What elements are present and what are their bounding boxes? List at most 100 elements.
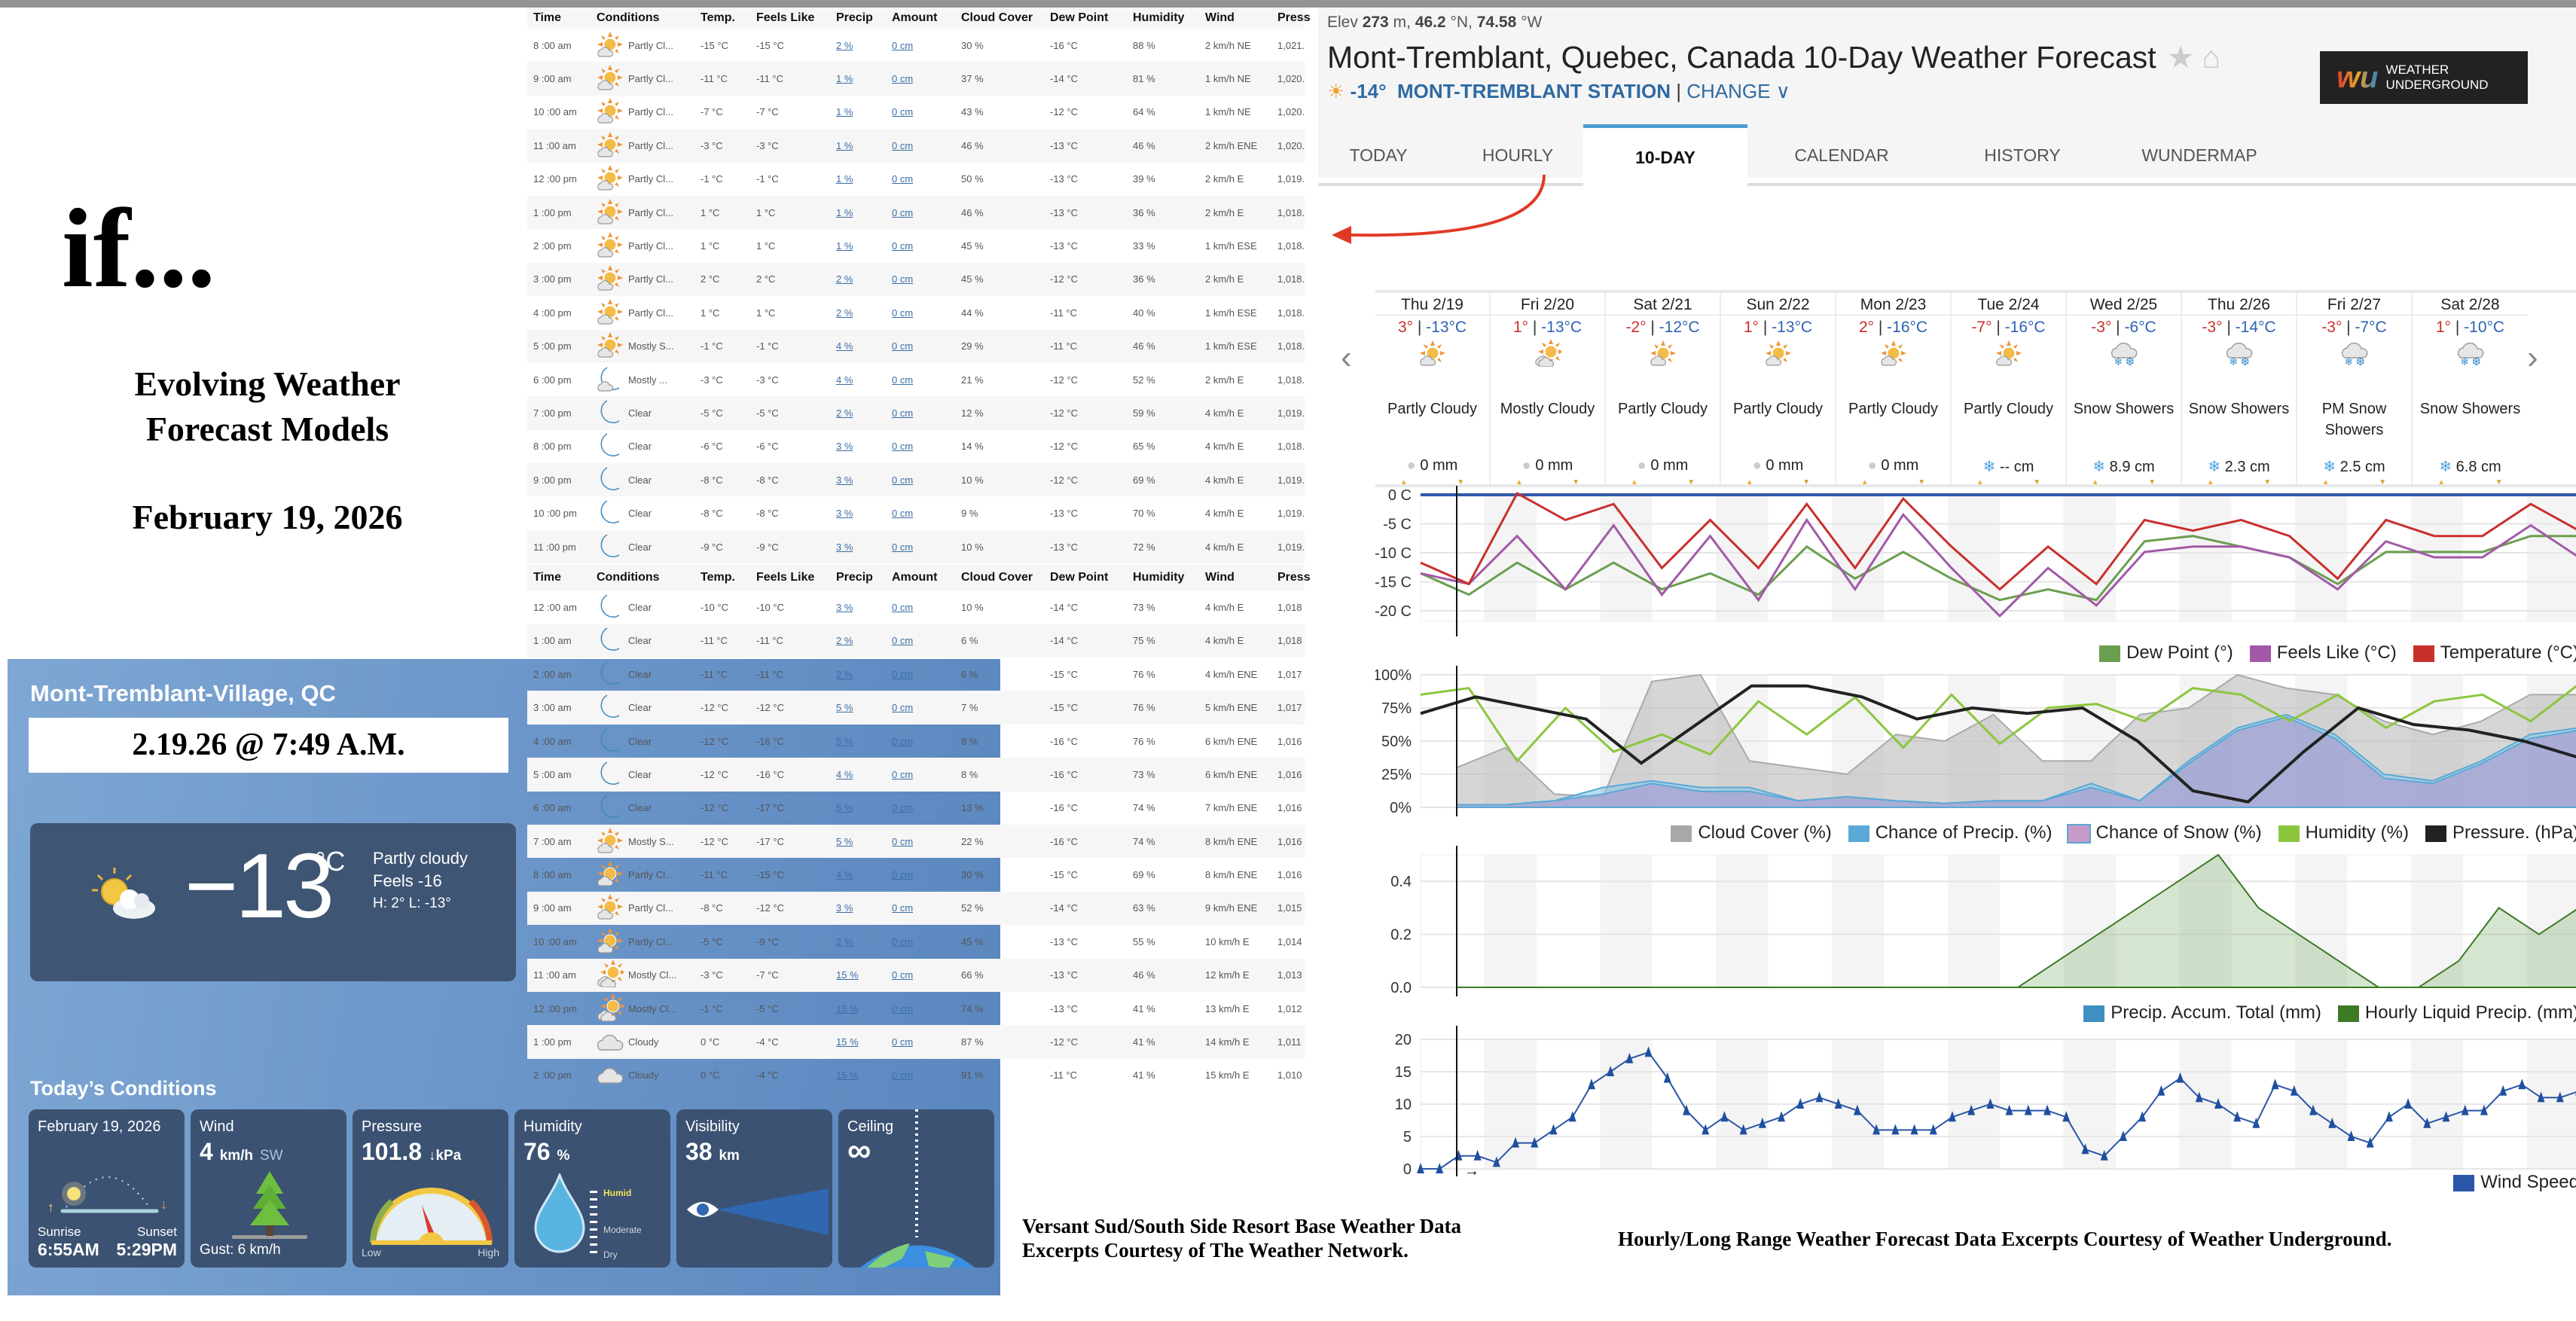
- column-header[interactable]: Cloud Cover: [955, 565, 1044, 591]
- tab-hourly[interactable]: HOURLY: [1482, 145, 1554, 165]
- amount-link[interactable]: 0 cm: [892, 374, 914, 386]
- amount-link[interactable]: 0 cm: [892, 969, 914, 981]
- precip-link[interactable]: 5 %: [836, 735, 853, 747]
- precip-link[interactable]: 3 %: [836, 508, 853, 520]
- amount-link[interactable]: 0 cm: [892, 139, 914, 151]
- amount-link[interactable]: 0 cm: [892, 340, 914, 352]
- column-header[interactable]: Temp.: [694, 8, 750, 29]
- precip-link[interactable]: 4 %: [836, 340, 853, 352]
- legend-dew-point[interactable]: Dew Point (°): [2099, 642, 2233, 664]
- amount-link[interactable]: 0 cm: [892, 735, 914, 747]
- precip-link[interactable]: 15 %: [836, 969, 859, 981]
- precip-link[interactable]: 1 %: [836, 206, 853, 218]
- amount-link[interactable]: 0 cm: [892, 1069, 914, 1082]
- legend-chance-snow[interactable]: Chance of Snow (%): [2067, 822, 2262, 844]
- precip-link[interactable]: 1 %: [836, 240, 853, 252]
- day-column[interactable]: Thu 2/19 3° | -13°C Partly Cloudy ● 0 mm ▲ ▼: [1375, 293, 1491, 487]
- column-header[interactable]: Dew Point: [1044, 565, 1127, 591]
- column-header[interactable]: Amount: [886, 565, 955, 591]
- precip-link[interactable]: 2 %: [836, 407, 853, 419]
- wu-logo[interactable]: wu WEATHER UNDERGROUND: [2320, 51, 2528, 104]
- amount-link[interactable]: 0 cm: [892, 1036, 914, 1048]
- amount-link[interactable]: 0 cm: [892, 935, 914, 947]
- amount-link[interactable]: 0 cm: [892, 39, 914, 51]
- legend-hourly-liquid[interactable]: Hourly Liquid Precip. (mm): [2337, 1002, 2576, 1024]
- column-header[interactable]: Dew Point: [1044, 8, 1127, 29]
- amount-link[interactable]: 0 cm: [892, 474, 914, 486]
- day-column[interactable]: Fri 2/27 -3° | -7°C ❄ ❆ PM Snow Showers ❄ 2.…: [2297, 293, 2413, 487]
- precip-link[interactable]: 15 %: [836, 1069, 859, 1082]
- precip-link[interactable]: 1 %: [836, 173, 853, 185]
- amount-link[interactable]: 0 cm: [892, 768, 914, 780]
- precip-link[interactable]: 3 %: [836, 601, 853, 613]
- column-header[interactable]: Amount: [886, 8, 955, 29]
- favorite-star-icon[interactable]: ★: [2166, 40, 2195, 75]
- tab-10-day[interactable]: 10-DAY: [1583, 124, 1747, 188]
- precip-link[interactable]: 4 %: [836, 869, 853, 881]
- amount-link[interactable]: 0 cm: [892, 173, 914, 185]
- column-header[interactable]: Precip: [830, 8, 886, 29]
- day-column[interactable]: Sat 2/28 1° | -10°C ❄ ❆ Snow Showers ❄ 6.8 c…: [2413, 293, 2528, 487]
- column-header[interactable]: Wind: [1199, 8, 1271, 29]
- precip-link[interactable]: 1 %: [836, 139, 853, 151]
- precip-link[interactable]: 2 %: [836, 935, 853, 947]
- day-column[interactable]: Wed 2/25 -3° | -6°C ❄ ❆ Snow Showers ❄ 8.9 c…: [2067, 293, 2182, 487]
- precip-link[interactable]: 5 %: [836, 802, 853, 814]
- amount-link[interactable]: 0 cm: [892, 541, 914, 553]
- precip-link[interactable]: 3 %: [836, 541, 853, 553]
- amount-link[interactable]: 0 cm: [892, 407, 914, 419]
- precip-link[interactable]: 15 %: [836, 1036, 859, 1048]
- column-header[interactable]: Time: [527, 565, 591, 591]
- column-header[interactable]: Humidity: [1127, 8, 1199, 29]
- amount-link[interactable]: 0 cm: [892, 240, 914, 252]
- column-header[interactable]: Cloud Cover: [955, 8, 1044, 29]
- column-header[interactable]: Wind: [1199, 565, 1271, 591]
- tab-today[interactable]: TODAY: [1349, 145, 1408, 165]
- legend-chance-precip[interactable]: Chance of Precip. (%): [1848, 822, 2052, 844]
- column-header[interactable]: Precip: [830, 565, 886, 591]
- chevron-down-icon[interactable]: ∨: [1775, 80, 1790, 102]
- day-column[interactable]: Sat 2/21 -2° | -12°C Partly Cloudy ● 0 mm ▲ ▼: [1606, 293, 1721, 487]
- column-header[interactable]: Press: [1271, 8, 1311, 29]
- column-header[interactable]: Press: [1271, 565, 1311, 591]
- tab-wundermap[interactable]: WUNDERMAP: [2141, 145, 2257, 165]
- amount-link[interactable]: 0 cm: [892, 869, 914, 881]
- amount-link[interactable]: 0 cm: [892, 307, 914, 319]
- amount-link[interactable]: 0 cm: [892, 902, 914, 914]
- column-header[interactable]: Temp.: [694, 565, 750, 591]
- amount-link[interactable]: 0 cm: [892, 635, 914, 647]
- day-column[interactable]: Tue 2/24 -7° | -16°C Partly Cloudy ❄ -- cm ▲…: [1952, 293, 2067, 487]
- precip-link[interactable]: 5 %: [836, 702, 853, 714]
- day-column[interactable]: Mon 2/23 2° | -16°C Partly Cloudy ● 0 mm ▲ ▼: [1836, 293, 1952, 487]
- station-name[interactable]: MONT-TREMBLANT STATION: [1396, 80, 1671, 102]
- amount-link[interactable]: 0 cm: [892, 508, 914, 520]
- column-header[interactable]: Conditions: [591, 565, 694, 591]
- next-days-chevron-icon[interactable]: ›: [2527, 339, 2538, 376]
- amount-link[interactable]: 0 cm: [892, 106, 914, 118]
- amount-link[interactable]: 0 cm: [892, 668, 914, 680]
- precip-link[interactable]: 3 %: [836, 902, 853, 914]
- tab-calendar[interactable]: CALENDAR: [1794, 145, 1889, 165]
- precip-link[interactable]: 3 %: [836, 441, 853, 453]
- amount-link[interactable]: 0 cm: [892, 73, 914, 85]
- tab-history[interactable]: HISTORY: [1984, 145, 2061, 165]
- precip-link[interactable]: 2 %: [836, 635, 853, 647]
- amount-link[interactable]: 0 cm: [892, 273, 914, 285]
- amount-link[interactable]: 0 cm: [892, 441, 914, 453]
- precip-link[interactable]: 4 %: [836, 374, 853, 386]
- legend-pressure[interactable]: Pressure. (hPa): [2425, 822, 2576, 844]
- amount-link[interactable]: 0 cm: [892, 702, 914, 714]
- precip-link[interactable]: 2 %: [836, 307, 853, 319]
- column-header[interactable]: Feels Like: [750, 565, 830, 591]
- precip-link[interactable]: 5 %: [836, 835, 853, 847]
- legend-temperature[interactable]: Temperature (°C): [2413, 642, 2576, 664]
- day-column[interactable]: Thu 2/26 -3° | -14°C ❄ ❆ Snow Showers ❄ 2.3 …: [2182, 293, 2297, 487]
- precip-link[interactable]: 2 %: [836, 39, 853, 51]
- column-header[interactable]: Conditions: [591, 8, 694, 29]
- amount-link[interactable]: 0 cm: [892, 835, 914, 847]
- legend-cloud-cover[interactable]: Cloud Cover (%): [1671, 822, 1832, 844]
- precip-link[interactable]: 2 %: [836, 668, 853, 680]
- precip-link[interactable]: 4 %: [836, 768, 853, 780]
- home-icon[interactable]: ⌂: [2202, 40, 2221, 75]
- change-station-button[interactable]: CHANGE: [1686, 80, 1771, 102]
